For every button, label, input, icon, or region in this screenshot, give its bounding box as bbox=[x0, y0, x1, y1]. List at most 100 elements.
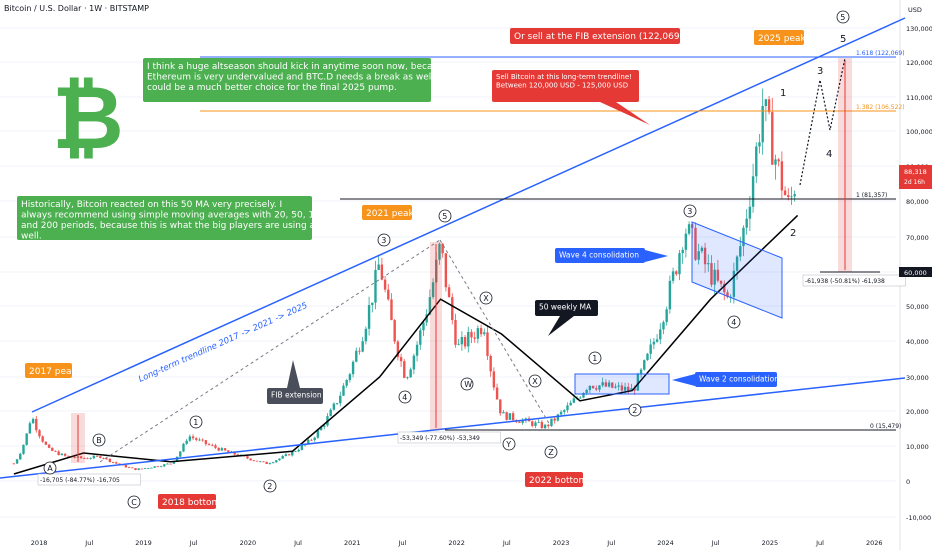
candle-body bbox=[585, 389, 588, 393]
candle-body bbox=[361, 341, 364, 352]
candle-body bbox=[19, 453, 22, 460]
candle-body bbox=[556, 414, 560, 421]
candle-body bbox=[412, 355, 416, 370]
candle-body bbox=[697, 251, 700, 260]
candle-body bbox=[143, 468, 147, 469]
candle-body bbox=[716, 269, 720, 281]
candle-body bbox=[620, 385, 624, 391]
candle-body bbox=[108, 458, 112, 462]
sell-trendline-pointer bbox=[600, 102, 650, 125]
candle-body bbox=[627, 386, 630, 392]
wave-circle bbox=[127, 495, 141, 509]
measure-label-box bbox=[37, 473, 141, 486]
x-tick-label: 2019 bbox=[135, 539, 152, 547]
candle-body bbox=[665, 309, 668, 323]
measure-label: -61,938 (-50.81%) -61,938 bbox=[805, 278, 885, 285]
upper-trendline bbox=[31, 17, 906, 413]
wave-circle-label: C bbox=[131, 498, 137, 507]
candle-body bbox=[15, 459, 19, 464]
candle-body bbox=[451, 297, 454, 321]
wave-number-label: 5 bbox=[840, 34, 846, 45]
candle-body bbox=[508, 413, 512, 420]
candle-body bbox=[102, 457, 105, 459]
projection-path bbox=[799, 57, 846, 186]
candle-body bbox=[294, 451, 297, 453]
candle-body bbox=[425, 314, 428, 323]
candle-body bbox=[684, 233, 688, 250]
candle-body bbox=[227, 450, 230, 453]
candle-body bbox=[566, 405, 569, 411]
candle-body bbox=[188, 436, 192, 441]
candle-body bbox=[486, 332, 489, 356]
x-tick-label: 2020 bbox=[240, 539, 257, 547]
candle-body bbox=[415, 344, 419, 356]
candle-body bbox=[41, 436, 44, 442]
candle-body bbox=[159, 466, 163, 468]
candle-body bbox=[492, 371, 496, 388]
target-tag-value: 60,000 bbox=[904, 269, 927, 277]
wave-circle bbox=[460, 377, 474, 391]
candle-body bbox=[761, 106, 764, 143]
price-tag-value: 88,318 bbox=[904, 168, 927, 176]
candle-body bbox=[339, 395, 342, 404]
candle-body bbox=[332, 403, 336, 410]
candle-body bbox=[99, 456, 102, 458]
wave-circle-label: 4 bbox=[731, 318, 736, 327]
candle-body bbox=[249, 458, 252, 461]
x-tick-label: 2018 bbox=[31, 539, 48, 547]
candle-body bbox=[51, 447, 54, 451]
candle-body bbox=[598, 385, 601, 390]
candle-body bbox=[473, 337, 476, 339]
candle-body bbox=[31, 418, 35, 424]
candle-body bbox=[495, 387, 499, 400]
candle-body bbox=[201, 439, 204, 441]
candle-body bbox=[457, 344, 460, 346]
candle-body bbox=[652, 341, 656, 345]
candle-body bbox=[611, 382, 614, 388]
x-tick-label: 2023 bbox=[553, 539, 570, 547]
y-tick-label: -10,000 bbox=[906, 514, 931, 522]
wave-circle-label: Z bbox=[548, 448, 554, 457]
candle-body bbox=[694, 227, 697, 260]
candle-body bbox=[726, 292, 729, 298]
candle-body bbox=[639, 369, 643, 375]
candle-body bbox=[182, 443, 185, 452]
candle-body bbox=[131, 467, 134, 469]
note-ma-text: Historically, Bitcoin reacted on this 50… bbox=[21, 200, 282, 210]
candle-body bbox=[367, 305, 371, 329]
wave-circle-label: X bbox=[532, 377, 538, 386]
x-tick-label: 2022 bbox=[448, 539, 465, 547]
x-tick-label: 2025 bbox=[762, 539, 779, 547]
candle-body bbox=[479, 328, 483, 335]
candle-body bbox=[214, 445, 217, 448]
candle-body bbox=[79, 456, 83, 459]
candle-body bbox=[419, 330, 422, 345]
wave2-label-text: Wave 2 consolidation bbox=[699, 375, 779, 384]
candle-body bbox=[739, 246, 742, 257]
bottom-2022-text: 2022 bottom bbox=[529, 476, 587, 486]
candle-body bbox=[723, 283, 726, 293]
candle-body bbox=[428, 297, 432, 315]
wave-circle-label: X bbox=[483, 294, 489, 303]
candle-body bbox=[582, 392, 585, 398]
candle-body bbox=[713, 269, 716, 285]
candle-body bbox=[12, 463, 16, 465]
candle-body bbox=[675, 271, 678, 275]
fib-label: 1.618 (122,069) bbox=[856, 50, 905, 57]
wave-circle-label: 3 bbox=[687, 207, 692, 216]
candle-body bbox=[483, 332, 486, 335]
wave-circle bbox=[398, 390, 412, 404]
measure-label-box bbox=[397, 431, 501, 444]
y-unit-label: USD bbox=[908, 6, 922, 14]
x-tick-label: 2021 bbox=[344, 539, 361, 547]
candle-body bbox=[681, 249, 684, 254]
candle-body bbox=[153, 466, 156, 468]
candle-body bbox=[499, 399, 502, 414]
candle-body bbox=[617, 385, 620, 387]
sell-trendline-text: Between 120,000 USD - 125,000 USD bbox=[496, 82, 628, 90]
y-tick-label: 50,000 bbox=[906, 303, 929, 311]
wave4-pointer bbox=[645, 250, 668, 262]
candle-body bbox=[281, 456, 284, 459]
candle-body bbox=[553, 418, 556, 421]
price-tag-countdown: 2d 16h bbox=[904, 179, 925, 186]
